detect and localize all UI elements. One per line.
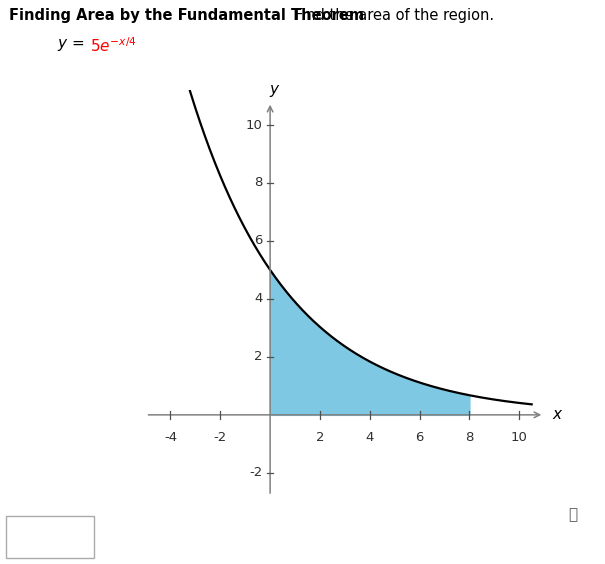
Text: Find the area of the region.: Find the area of the region. [295, 8, 494, 24]
Text: 2: 2 [254, 350, 263, 363]
Text: Finding Area by the Fundamental Theorem: Finding Area by the Fundamental Theorem [9, 8, 364, 24]
Text: 8: 8 [254, 177, 263, 190]
Text: -2: -2 [249, 466, 263, 479]
Text: 4: 4 [254, 292, 263, 306]
Text: 6: 6 [254, 235, 263, 248]
Text: 8: 8 [465, 431, 474, 444]
Text: -4: -4 [164, 431, 177, 444]
Text: $x$: $x$ [552, 407, 563, 422]
Text: -2: -2 [214, 431, 227, 444]
Text: $\mathit{5e^{-x/4}}$: $\mathit{5e^{-x/4}}$ [90, 37, 136, 55]
Text: 6: 6 [416, 431, 424, 444]
Text: $y$: $y$ [269, 83, 280, 99]
Text: 10: 10 [511, 431, 528, 444]
Text: ⓘ: ⓘ [569, 506, 578, 522]
Text: 2: 2 [316, 431, 324, 444]
Text: 4: 4 [365, 431, 374, 444]
Text: 10: 10 [246, 118, 263, 131]
Text: $\mathit{y}$ =: $\mathit{y}$ = [57, 37, 87, 52]
